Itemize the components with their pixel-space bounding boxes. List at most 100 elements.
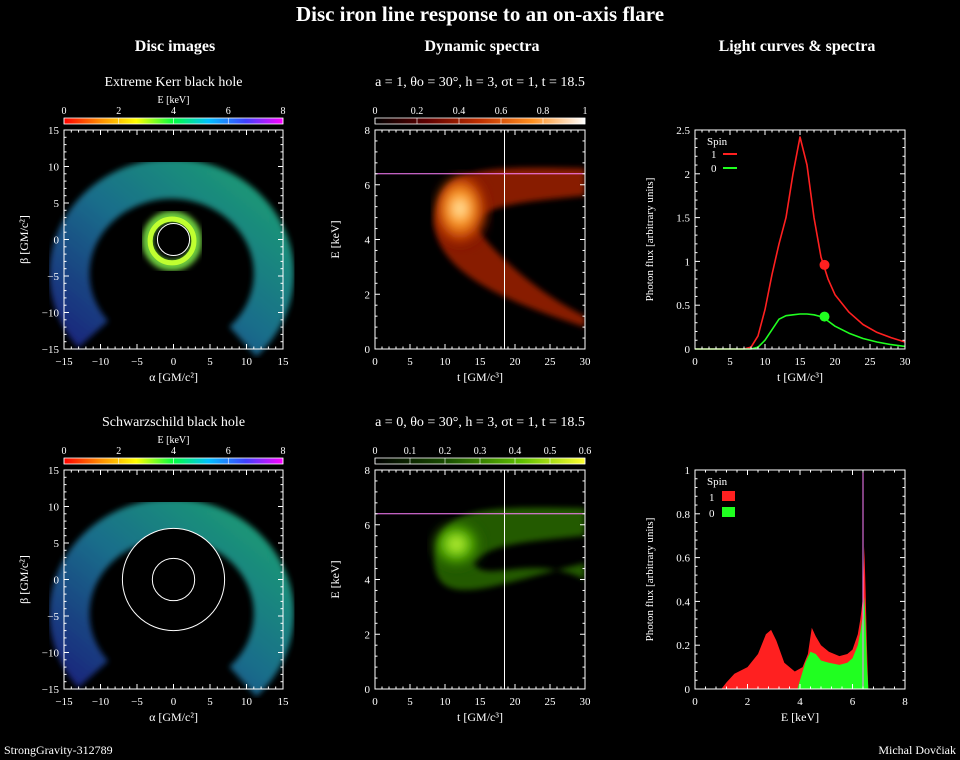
colorbar-tick-label: 8	[281, 106, 286, 117]
x-tick-label: 0	[692, 696, 698, 708]
footer-id: StrongGravity-312789	[4, 743, 113, 757]
y-tick-label: 0	[685, 344, 691, 356]
x-tick-label: −15	[55, 696, 73, 708]
isco-circle	[121, 527, 226, 632]
series-line-spin-1	[695, 136, 906, 350]
panel-title: a = 1, θo = 30°, h = 3, σt = 1, t = 18.5	[375, 75, 585, 90]
y-axis-label: β [GM/c²]	[17, 215, 31, 264]
x-tick-label: 15	[278, 356, 290, 368]
x-tick-label: 5	[727, 356, 733, 368]
y-axis-label: E [keV]	[328, 560, 342, 598]
x-tick-label: 0	[372, 696, 378, 708]
x-tick-label: 0	[692, 356, 698, 368]
series-area-spin-0	[797, 597, 869, 689]
x-tick-label: 10	[241, 696, 253, 708]
y-tick-label: −10	[42, 308, 60, 320]
plot-frame	[694, 129, 906, 350]
legend-label: 0	[709, 508, 715, 520]
colorbar-label: E [keV]	[158, 95, 190, 106]
y-tick-label: 5	[54, 538, 60, 550]
horizon-circle	[156, 222, 191, 257]
x-tick-label: 10	[241, 356, 253, 368]
dyn-schw-panel: a = 0, θo = 30°, h = 3, σt = 1, t = 18.5…	[328, 415, 591, 724]
x-tick-label: 0	[372, 356, 378, 368]
colorbar-tick-label: 6	[226, 106, 231, 117]
colorbar-tick-label: 0.4	[509, 446, 522, 457]
y-axis-label: Photon flux [arbitrary units]	[644, 178, 656, 302]
y-tick-label: 8	[365, 465, 371, 477]
colorbar-tick-label: 0	[373, 106, 378, 117]
x-tick-label: 5	[407, 696, 413, 708]
panel-title: Extreme Kerr black hole	[105, 75, 243, 90]
y-tick-label: 0.4	[676, 596, 690, 608]
colorbar-tick-label: 0.3	[474, 446, 487, 457]
legend-label: 0	[711, 163, 717, 175]
column-heading-disc-images: Disc images	[134, 38, 216, 55]
x-tick-label: 5	[207, 696, 213, 708]
response-hotspot	[432, 522, 486, 572]
x-tick-label: 15	[795, 356, 807, 368]
y-tick-label: 10	[48, 502, 60, 514]
colorbar-tick-label: 0.2	[439, 446, 452, 457]
panel-title: a = 0, θo = 30°, h = 3, σt = 1, t = 18.5	[375, 415, 585, 430]
x-axis-label: t [GM/c³]	[777, 370, 823, 384]
legend-label: 1	[709, 492, 715, 504]
x-tick-label: 25	[545, 356, 557, 368]
x-tick-label: 20	[830, 356, 842, 368]
x-tick-label: 15	[475, 696, 487, 708]
y-tick-label: 1	[685, 465, 691, 477]
y-axis-label: Photon flux [arbitrary units]	[644, 518, 656, 642]
inner-ring-glow	[142, 211, 202, 271]
colorbar-tick-label: 0.5	[544, 446, 557, 457]
y-tick-label: 0	[365, 684, 371, 696]
y-tick-label: 2	[685, 169, 691, 181]
x-tick-label: 25	[865, 356, 877, 368]
plot-frame	[694, 469, 906, 690]
x-tick-label: −10	[92, 696, 110, 708]
x-tick-label: −5	[131, 696, 143, 708]
inner-ring	[147, 216, 197, 266]
x-tick-label: 5	[407, 356, 413, 368]
y-tick-label: −15	[42, 344, 60, 356]
colorbar-tick-label: 0.2	[411, 106, 424, 117]
y-tick-label: 8	[365, 125, 371, 137]
colorbar-tick-label: 4	[171, 106, 176, 117]
colorbar-label: E [keV]	[158, 435, 190, 446]
y-tick-label: 4	[365, 575, 371, 587]
x-tick-label: 10	[760, 356, 772, 368]
x-tick-label: 10	[440, 696, 452, 708]
x-tick-label: 25	[545, 696, 557, 708]
y-tick-label: −5	[47, 611, 59, 623]
x-tick-label: 2	[745, 696, 751, 708]
colorbar-tick-label: 0	[62, 446, 67, 457]
x-axis-label: E [keV]	[781, 710, 819, 724]
colorbar-tick-label: 0.4	[453, 106, 466, 117]
colorbar-tick-label: 0.6	[495, 106, 508, 117]
time-marker-point	[819, 259, 830, 270]
y-axis-label: E [keV]	[328, 220, 342, 258]
x-tick-label: 0	[171, 696, 177, 708]
x-tick-label: 10	[440, 356, 452, 368]
y-tick-label: 15	[48, 125, 60, 137]
colorbar-tick-label: 8	[281, 446, 286, 457]
x-tick-label: −5	[131, 356, 143, 368]
y-tick-label: −15	[42, 684, 60, 696]
legend-swatch	[722, 491, 735, 501]
x-tick-label: 6	[850, 696, 856, 708]
y-tick-label: 0	[685, 684, 691, 696]
legend-swatch	[722, 507, 735, 517]
y-tick-label: 4	[365, 235, 371, 247]
x-axis-label: t [GM/c³]	[457, 710, 503, 724]
x-tick-label: 20	[510, 696, 522, 708]
colorbar-tick-label: 0.6	[579, 446, 592, 457]
y-tick-label: 10	[48, 162, 60, 174]
x-tick-label: 30	[900, 356, 912, 368]
colorbar-tick-label: 0.1	[404, 446, 417, 457]
colorbar-tick-label: 2	[116, 106, 121, 117]
y-tick-label: 6	[365, 180, 371, 192]
colorbar-tick-label: 0	[373, 446, 378, 457]
y-tick-label: 0	[54, 235, 60, 247]
